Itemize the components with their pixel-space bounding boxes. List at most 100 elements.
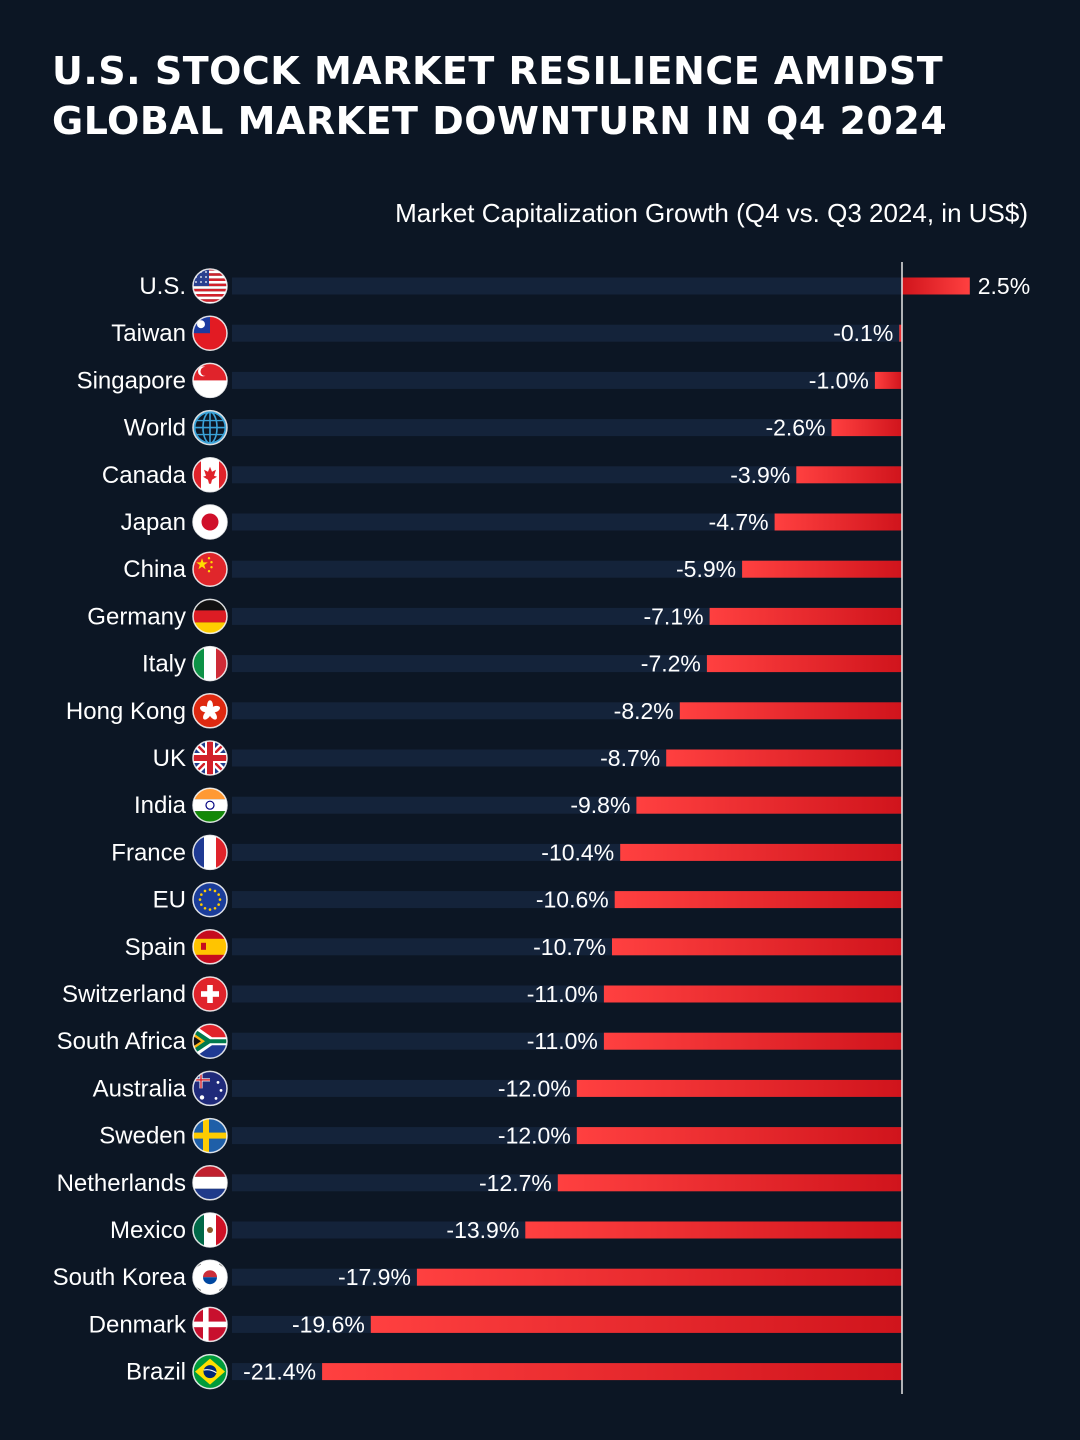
bar-track — [232, 419, 902, 437]
switzerland-flag-icon — [192, 976, 228, 1012]
value-label: -19.6% — [292, 1311, 365, 1337]
netherlands-flag-icon — [192, 1165, 228, 1201]
chart-subtitle: Market Capitalization Growth (Q4 vs. Q3 … — [395, 198, 1028, 228]
category-label: UK — [153, 745, 186, 772]
brazil-flag-icon — [192, 1353, 228, 1390]
bar — [620, 843, 902, 861]
bar — [774, 513, 902, 531]
bar — [612, 938, 902, 956]
category-label: Taiwan — [111, 320, 186, 347]
category-label: Japan — [121, 509, 186, 536]
value-label: -1.0% — [809, 367, 869, 393]
bar-track — [232, 324, 902, 342]
eu-flag-icon — [192, 881, 228, 918]
sweden-flag-icon — [192, 1117, 228, 1154]
bar — [666, 749, 902, 767]
bar — [603, 985, 902, 1003]
category-label: Netherlands — [57, 1170, 186, 1197]
australia-flag-icon — [192, 1070, 228, 1107]
spain-flag-icon — [192, 929, 228, 965]
italy-flag-icon — [192, 645, 228, 682]
value-label: -12.7% — [479, 1170, 552, 1196]
bar-track — [232, 371, 902, 389]
bar — [899, 324, 902, 342]
bar — [831, 419, 902, 437]
title-line-1: U.S. Stock Market Resilience Amidst — [52, 49, 944, 93]
denmark-flag-icon — [192, 1306, 228, 1343]
hong-kong-flag-icon — [192, 693, 228, 729]
category-label: South Africa — [57, 1028, 187, 1055]
taiwan-flag-icon — [192, 315, 228, 351]
bar — [322, 1363, 903, 1381]
value-label: -9.8% — [570, 792, 630, 818]
india-flag-icon — [192, 787, 228, 823]
france-flag-icon — [192, 834, 228, 871]
value-label: -10.7% — [533, 934, 606, 960]
value-label: -11.0% — [527, 1028, 598, 1054]
bar — [874, 371, 902, 389]
mexico-flag-icon — [192, 1212, 228, 1248]
bar — [416, 1268, 902, 1286]
category-label: Mexico — [110, 1217, 186, 1244]
value-label: -12.0% — [498, 1075, 571, 1101]
value-label: -17.9% — [338, 1264, 411, 1290]
category-label: Brazil — [126, 1359, 186, 1386]
bar — [525, 1221, 902, 1239]
bar — [709, 607, 902, 625]
canada-flag-icon — [192, 457, 228, 493]
category-label: China — [123, 556, 186, 583]
category-label: Germany — [87, 603, 186, 630]
category-label: Hong Kong — [66, 698, 186, 725]
category-label: Spain — [125, 934, 186, 961]
bar — [796, 466, 902, 484]
value-label: -11.0% — [527, 981, 598, 1007]
value-label: -8.2% — [614, 698, 674, 724]
singapore-flag-icon — [192, 362, 228, 399]
value-label: -7.1% — [643, 603, 703, 629]
south-korea-flag-icon — [192, 1259, 228, 1295]
south-africa-flag-icon — [192, 1023, 228, 1059]
uk-flag-icon — [192, 740, 228, 776]
value-label: -3.9% — [730, 462, 790, 488]
category-label: India — [134, 792, 187, 819]
bar — [603, 1032, 902, 1050]
bar-track — [232, 277, 902, 295]
bar — [576, 1127, 902, 1145]
category-label: EU — [153, 887, 186, 914]
bar — [902, 277, 970, 295]
bar-track — [232, 513, 902, 531]
value-label: -21.4% — [243, 1359, 316, 1385]
bar — [614, 891, 902, 909]
bar — [636, 796, 902, 814]
category-label: Denmark — [89, 1311, 187, 1338]
category-label: Sweden — [99, 1123, 186, 1150]
bar — [742, 560, 902, 578]
us-flag-icon — [192, 268, 228, 304]
germany-flag-icon — [192, 598, 228, 635]
value-label: -5.9% — [676, 556, 736, 582]
bar — [706, 655, 902, 673]
value-label: -0.1% — [833, 320, 893, 346]
value-label: -8.7% — [600, 745, 660, 771]
value-label: -12.0% — [498, 1123, 571, 1149]
value-label: -10.6% — [536, 887, 609, 913]
category-label: Singapore — [77, 367, 186, 394]
category-label: Switzerland — [62, 981, 186, 1008]
value-label: -4.7% — [709, 509, 769, 535]
category-label: Italy — [142, 651, 186, 678]
title-line-2: Global Market Downturn in Q4 2024 — [52, 99, 948, 143]
category-label: France — [111, 839, 186, 866]
bar — [576, 1079, 902, 1097]
category-label: South Korea — [53, 1264, 187, 1291]
category-label: U.S. — [139, 273, 186, 300]
value-label: -13.9% — [446, 1217, 519, 1243]
category-label: Canada — [102, 462, 187, 489]
china-flag-icon — [192, 551, 228, 587]
value-label: 2.5% — [978, 273, 1030, 299]
category-label: Australia — [93, 1075, 187, 1102]
category-label: World — [124, 415, 186, 442]
bar — [557, 1174, 902, 1192]
world-globe-icon — [192, 409, 228, 446]
chart-title: U.S. Stock Market Resilience Amidst Glob… — [52, 46, 1032, 146]
